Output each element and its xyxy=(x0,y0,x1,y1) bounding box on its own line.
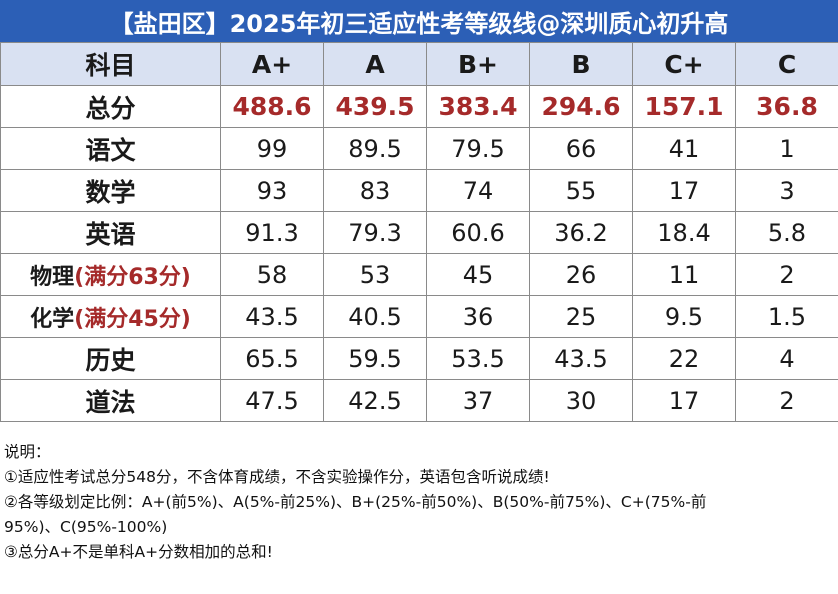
subject-name: 英语 xyxy=(85,219,136,249)
table-row-total: 总分 488.6 439.5 383.4 294.6 157.1 36.8 xyxy=(0,85,838,128)
table-cell: 60.6 xyxy=(426,211,530,254)
notes-heading: 说明： xyxy=(4,443,51,461)
notes-section: 说明： ①适应性考试总分548分，不含体育成绩，不含实验操作分，英语包含听说成绩… xyxy=(4,440,834,565)
table-cell: 79.3 xyxy=(323,211,427,254)
table-cell: 43.5 xyxy=(529,337,633,380)
full-score-note: (满分63分) xyxy=(74,264,191,290)
header-grade-a-plus: A+ xyxy=(220,42,324,86)
notes-line-1: ①适应性考试总分548分，不含体育成绩，不含实验操作分，英语包含听说成绩! xyxy=(4,468,550,486)
table-row-history: 历史 65.5 59.5 53.5 43.5 22 4 xyxy=(0,337,838,380)
table-cell: 17 xyxy=(632,379,736,422)
row-subject: 道法 xyxy=(0,379,221,422)
table-cell: 91.3 xyxy=(220,211,324,254)
subject-name: 总分 xyxy=(85,93,136,123)
table-cell: 2 xyxy=(735,253,838,296)
table-cell: 2 xyxy=(735,379,838,422)
table-cell: 45 xyxy=(426,253,530,296)
table-cell: 3 xyxy=(735,169,838,212)
table-cell: 22 xyxy=(632,337,736,380)
row-subject: 语文 xyxy=(0,127,221,170)
header-subject: 科目 xyxy=(0,42,221,86)
table-row-morality-law: 道法 47.5 42.5 37 30 17 2 xyxy=(0,379,838,422)
table-row-physics: 物理(满分63分) 58 53 45 26 11 2 xyxy=(0,253,838,296)
row-subject: 数学 xyxy=(0,169,221,212)
table-row-math: 数学 93 83 74 55 17 3 xyxy=(0,169,838,212)
full-score-note: (满分45分) xyxy=(74,306,191,332)
table-cell: 383.4 xyxy=(426,85,530,128)
table-row-chemistry: 化学(满分45分) 43.5 40.5 36 25 9.5 1.5 xyxy=(0,295,838,338)
subject-name: 物理 xyxy=(30,264,75,290)
table-cell: 37 xyxy=(426,379,530,422)
notes-line-4: ③总分A+不是单科A+分数相加的总和! xyxy=(4,543,273,561)
table-cell: 36.2 xyxy=(529,211,633,254)
table-cell: 4 xyxy=(735,337,838,380)
page-title: 【盐田区】2025年初三适应性考等级线@深圳质心初升高 xyxy=(0,0,838,43)
row-subject: 化学(满分45分) xyxy=(0,295,221,338)
row-subject: 历史 xyxy=(0,337,221,380)
table-cell: 294.6 xyxy=(529,85,633,128)
table-cell: 1.5 xyxy=(735,295,838,338)
table-header-row: 科目 A+ A B+ B C+ C xyxy=(0,42,838,86)
subject-name: 历史 xyxy=(85,345,136,375)
table-cell: 59.5 xyxy=(323,337,427,380)
notes-line-3: 95%)、C(95%-100%) xyxy=(4,518,168,536)
table-cell: 99 xyxy=(220,127,324,170)
subject-name: 道法 xyxy=(85,387,136,417)
header-grade-c-plus: C+ xyxy=(632,42,736,86)
table-cell: 47.5 xyxy=(220,379,324,422)
table-cell: 89.5 xyxy=(323,127,427,170)
subject-name: 数学 xyxy=(85,177,136,207)
header-grade-b-plus: B+ xyxy=(426,42,530,86)
header-grade-b: B xyxy=(529,42,633,86)
table-cell: 439.5 xyxy=(323,85,427,128)
table-cell: 11 xyxy=(632,253,736,296)
subject-name: 化学 xyxy=(30,306,75,332)
table-cell: 30 xyxy=(529,379,633,422)
grade-table: 科目 A+ A B+ B C+ C 总分 488.6 439.5 383.4 2… xyxy=(0,42,838,422)
table-cell: 157.1 xyxy=(632,85,736,128)
table-cell: 66 xyxy=(529,127,633,170)
table-cell: 42.5 xyxy=(323,379,427,422)
table-cell: 58 xyxy=(220,253,324,296)
table-cell: 488.6 xyxy=(220,85,324,128)
subject-name: 语文 xyxy=(85,135,136,165)
table-cell: 93 xyxy=(220,169,324,212)
table-cell: 53.5 xyxy=(426,337,530,380)
table-cell: 74 xyxy=(426,169,530,212)
table-cell: 83 xyxy=(323,169,427,212)
table-cell: 18.4 xyxy=(632,211,736,254)
header-grade-c: C xyxy=(735,42,838,86)
row-subject: 物理(满分63分) xyxy=(0,253,221,296)
table-cell: 25 xyxy=(529,295,633,338)
notes-line-2: ②各等级划定比例：A+(前5%)、A(5%-前25%)、B+(25%-前50%)… xyxy=(4,493,707,511)
table-cell: 1 xyxy=(735,127,838,170)
table-cell: 55 xyxy=(529,169,633,212)
table-cell: 36.8 xyxy=(735,85,838,128)
table-cell: 5.8 xyxy=(735,211,838,254)
table-cell: 65.5 xyxy=(220,337,324,380)
row-subject: 英语 xyxy=(0,211,221,254)
table-cell: 79.5 xyxy=(426,127,530,170)
row-subject: 总分 xyxy=(0,85,221,128)
table-cell: 43.5 xyxy=(220,295,324,338)
header-grade-a: A xyxy=(323,42,427,86)
table-row-chinese: 语文 99 89.5 79.5 66 41 1 xyxy=(0,127,838,170)
table-cell: 41 xyxy=(632,127,736,170)
table-row-english: 英语 91.3 79.3 60.6 36.2 18.4 5.8 xyxy=(0,211,838,254)
table-cell: 53 xyxy=(323,253,427,296)
table-cell: 26 xyxy=(529,253,633,296)
table-cell: 17 xyxy=(632,169,736,212)
table-cell: 36 xyxy=(426,295,530,338)
table-cell: 9.5 xyxy=(632,295,736,338)
table-cell: 40.5 xyxy=(323,295,427,338)
